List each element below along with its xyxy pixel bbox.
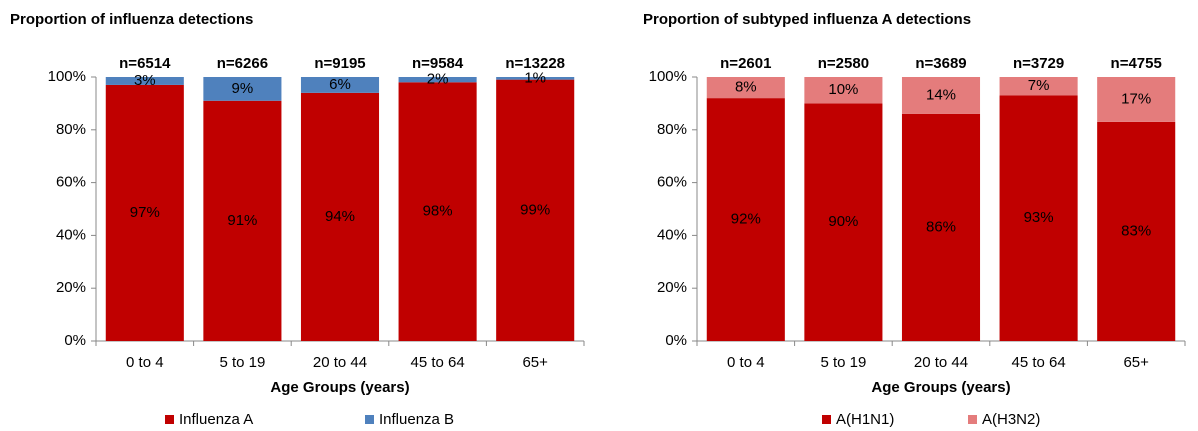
bar-annotation: n=6514 xyxy=(119,55,171,72)
bar-segment xyxy=(901,113,981,342)
x-tick-label: 20 to 44 xyxy=(313,354,367,371)
y-tick-label: 0% xyxy=(64,332,86,349)
y-tick-label: 20% xyxy=(56,279,86,296)
x-tick-label: 45 to 64 xyxy=(1011,354,1065,371)
y-tick-label: 0% xyxy=(665,332,687,349)
bar-annotation: n=2601 xyxy=(720,55,771,72)
data-label: 86% xyxy=(926,218,956,235)
bar-annotation: n=3689 xyxy=(915,55,966,72)
data-label: 97% xyxy=(130,204,160,221)
bar-segment xyxy=(105,77,184,85)
bar-annotation: n=2580 xyxy=(818,55,869,72)
legend-label: A(H3N2) xyxy=(982,411,1040,428)
data-label: 14% xyxy=(926,86,956,103)
x-tick-label: 0 to 4 xyxy=(727,354,765,371)
data-label: 83% xyxy=(1121,222,1151,239)
x-axis-title: Age Groups (years) xyxy=(871,379,1010,396)
x-tick-label: 0 to 4 xyxy=(126,354,164,371)
x-tick-label: 5 to 19 xyxy=(219,354,265,371)
bar-annotation: n=6266 xyxy=(217,55,268,72)
bar-segment xyxy=(496,79,575,341)
data-label: 1% xyxy=(524,69,546,86)
legend-label: Influenza A xyxy=(179,411,253,428)
bar-annotation: n=13228 xyxy=(505,55,565,72)
data-label: 7% xyxy=(1028,77,1050,94)
bar-segment xyxy=(706,98,785,342)
data-label: 91% xyxy=(227,212,257,229)
bar-segment xyxy=(804,103,883,342)
data-label: 8% xyxy=(735,79,757,96)
bar-segment xyxy=(1097,77,1176,122)
x-tick-label: 5 to 19 xyxy=(820,354,866,371)
bar-segment xyxy=(398,77,477,83)
bar-annotation: n=4755 xyxy=(1111,55,1162,72)
y-tick-label: 40% xyxy=(56,226,86,243)
data-label: 98% xyxy=(423,203,453,220)
legend-label: Influenza B xyxy=(379,411,454,428)
bar-segment xyxy=(398,82,477,341)
bar-segment xyxy=(999,95,1078,341)
legend-swatch xyxy=(165,415,174,424)
bar-segment xyxy=(1097,121,1176,341)
chart-title: Proportion of influenza detections xyxy=(10,11,253,28)
bar-annotation: n=9584 xyxy=(412,55,464,72)
x-axis-title: Age Groups (years) xyxy=(270,379,409,396)
bar-segment xyxy=(203,77,282,101)
data-label: 6% xyxy=(329,76,351,93)
x-tick-label: 65+ xyxy=(1123,354,1149,371)
x-tick-label: 45 to 64 xyxy=(410,354,464,371)
bar-annotation: n=3729 xyxy=(1013,55,1064,72)
legend-label: A(H1N1) xyxy=(836,411,894,428)
data-label: 10% xyxy=(828,81,858,98)
data-label: 3% xyxy=(134,72,156,89)
x-tick-label: 20 to 44 xyxy=(914,354,968,371)
y-tick-label: 40% xyxy=(657,226,687,243)
bar-annotation: n=9195 xyxy=(314,55,365,72)
x-tick-label: 65+ xyxy=(522,354,548,371)
chart-title: Proportion of subtyped influenza A detec… xyxy=(643,11,971,28)
bar-segment xyxy=(496,77,575,80)
bar-segment xyxy=(300,77,380,93)
data-label: 90% xyxy=(828,213,858,230)
bar-segment xyxy=(901,77,981,114)
bar-segment xyxy=(105,84,184,342)
bar-segment xyxy=(804,77,883,104)
y-tick-label: 80% xyxy=(657,121,687,138)
data-label: 94% xyxy=(325,208,355,225)
y-tick-label: 80% xyxy=(56,121,86,138)
data-label: 92% xyxy=(731,211,761,228)
bar-segment xyxy=(203,100,282,341)
data-label: 93% xyxy=(1024,209,1054,226)
bar-segment xyxy=(706,77,785,99)
y-tick-label: 60% xyxy=(56,174,86,191)
y-tick-label: 60% xyxy=(657,174,687,191)
y-tick-label: 20% xyxy=(657,279,687,296)
legend-swatch xyxy=(968,415,977,424)
data-label: 17% xyxy=(1121,90,1151,107)
y-tick-label: 100% xyxy=(48,68,86,85)
data-label: 99% xyxy=(520,201,550,218)
bar-segment xyxy=(999,77,1078,96)
bar-segment xyxy=(300,92,380,341)
y-tick-label: 100% xyxy=(649,68,687,85)
legend-swatch xyxy=(822,415,831,424)
data-label: 2% xyxy=(427,71,449,88)
data-label: 9% xyxy=(232,80,254,97)
legend-swatch xyxy=(365,415,374,424)
